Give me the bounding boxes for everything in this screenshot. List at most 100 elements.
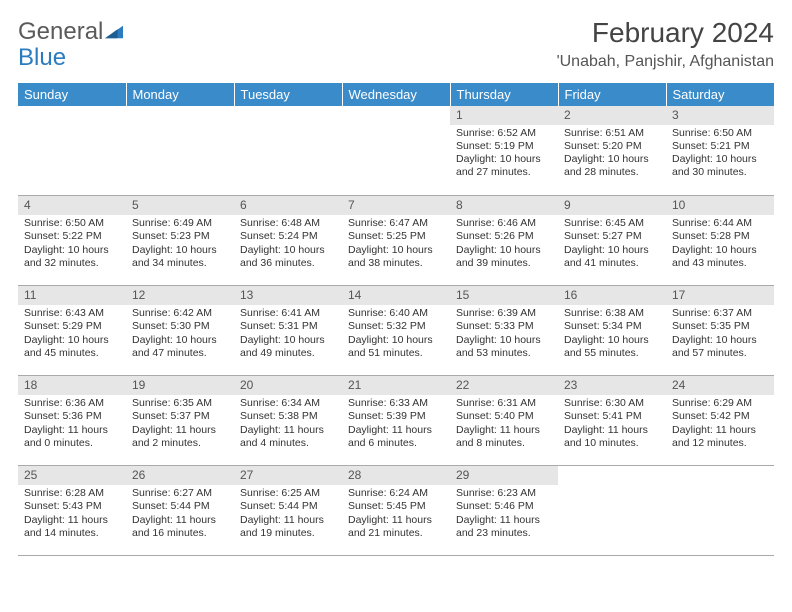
day-cell: 19 Sunrise: 6:35 AMSunset: 5:37 PMDayligh… (126, 376, 234, 466)
daylight-text: Daylight: 10 hours and 55 minutes. (564, 334, 660, 360)
sunset-text: Sunset: 5:27 PM (564, 230, 660, 243)
sunset-text: Sunset: 5:26 PM (456, 230, 552, 243)
sunset-text: Sunset: 5:39 PM (348, 410, 444, 423)
weekday-header: Wednesday (342, 83, 450, 106)
sunset-text: Sunset: 5:25 PM (348, 230, 444, 243)
sunset-text: Sunset: 5:37 PM (132, 410, 228, 423)
daylight-text: Daylight: 10 hours and 41 minutes. (564, 244, 660, 270)
daylight-text: Daylight: 10 hours and 43 minutes. (672, 244, 768, 270)
sunset-text: Sunset: 5:45 PM (348, 500, 444, 513)
sunrise-text: Sunrise: 6:50 AM (672, 127, 768, 140)
sunset-text: Sunset: 5:41 PM (564, 410, 660, 423)
day-number: 24 (666, 376, 774, 395)
daylight-text: Daylight: 11 hours and 4 minutes. (240, 424, 336, 450)
day-details: Sunrise: 6:41 AMSunset: 5:31 PMDaylight:… (238, 307, 338, 360)
daylight-text: Daylight: 11 hours and 6 minutes. (348, 424, 444, 450)
daylight-text: Daylight: 11 hours and 23 minutes. (456, 514, 552, 540)
day-cell: 5Sunrise: 6:49 AMSunset: 5:23 PMDaylight… (126, 196, 234, 286)
week-row: 18Sunrise: 6:36 AMSunset: 5:36 PMDayligh… (18, 376, 774, 466)
day-cell: 23Sunrise: 6:30 AMSunset: 5:41 PMDayligh… (558, 376, 666, 466)
title-block: February 2024 'Unabah, Panjshir, Afghani… (557, 18, 774, 71)
sunrise-text: Sunrise: 6:24 AM (348, 487, 444, 500)
sunset-text: Sunset: 5:34 PM (564, 320, 660, 333)
day-cell: 18Sunrise: 6:36 AMSunset: 5:36 PMDayligh… (18, 376, 126, 466)
sunset-text: Sunset: 5:43 PM (24, 500, 120, 513)
daylight-text: Daylight: 11 hours and 19 minutes. (240, 514, 336, 540)
day-number: 23 (558, 376, 666, 395)
day-details: Sunrise: 6:35 AMSunset: 5:37 PMDaylight:… (130, 397, 230, 450)
day-cell: 21Sunrise: 6:33 AMSunset: 5:39 PMDayligh… (342, 376, 450, 466)
sunrise-text: Sunrise: 6:46 AM (456, 217, 552, 230)
day-cell: 4Sunrise: 6:50 AMSunset: 5:22 PMDaylight… (18, 196, 126, 286)
day-cell: 11 Sunrise: 6:43 AMSunset: 5:29 PMDayligh… (18, 286, 126, 376)
daylight-text: Daylight: 10 hours and 49 minutes. (240, 334, 336, 360)
daylight-text: Daylight: 11 hours and 14 minutes. (24, 514, 120, 540)
day-details: Sunrise: 6:45 AMSunset: 5:27 PMDaylight:… (562, 217, 662, 270)
sunrise-text: Sunrise: 6:44 AM (672, 217, 768, 230)
day-details: Sunrise: 6:52 AMSunset: 5:19 PMDaylight:… (454, 127, 554, 180)
daylight-text: Daylight: 11 hours and 10 minutes. (564, 424, 660, 450)
daylight-text: Daylight: 10 hours and 30 minutes. (672, 153, 768, 179)
sunset-text: Sunset: 5:46 PM (456, 500, 552, 513)
day-details: Sunrise: 6:34 AMSunset: 5:38 PMDaylight:… (238, 397, 338, 450)
sunrise-text: Sunrise: 6:47 AM (348, 217, 444, 230)
day-cell: . (342, 106, 450, 196)
day-cell: 27Sunrise: 6:25 AMSunset: 5:44 PMDayligh… (234, 466, 342, 556)
sunset-text: Sunset: 5:44 PM (132, 500, 228, 513)
sunrise-text: Sunrise: 6:28 AM (24, 487, 120, 500)
logo: General (18, 18, 123, 46)
day-details: Sunrise: 6:24 AMSunset: 5:45 PMDaylight:… (346, 487, 446, 540)
sunset-text: Sunset: 5:32 PM (348, 320, 444, 333)
sunrise-text: Sunrise: 6:29 AM (672, 397, 768, 410)
day-cell: . (666, 466, 774, 556)
day-cell: 20Sunrise: 6:34 AMSunset: 5:38 PMDayligh… (234, 376, 342, 466)
calendar-table: Sunday Monday Tuesday Wednesday Thursday… (18, 83, 774, 557)
week-row: 25Sunrise: 6:28 AMSunset: 5:43 PMDayligh… (18, 466, 774, 556)
day-details: Sunrise: 6:46 AMSunset: 5:26 PMDaylight:… (454, 217, 554, 270)
sunrise-text: Sunrise: 6:27 AM (132, 487, 228, 500)
day-details: Sunrise: 6:43 AMSunset: 5:29 PMDaylight:… (22, 307, 122, 360)
daylight-text: Daylight: 11 hours and 16 minutes. (132, 514, 228, 540)
weekday-header: Monday (126, 83, 234, 106)
day-number: 1 (450, 106, 558, 125)
daylight-text: Daylight: 10 hours and 32 minutes. (24, 244, 120, 270)
sunset-text: Sunset: 5:21 PM (672, 140, 768, 153)
day-cell: . (18, 106, 126, 196)
day-number: 4 (18, 196, 126, 215)
sunset-text: Sunset: 5:20 PM (564, 140, 660, 153)
sunrise-text: Sunrise: 6:40 AM (348, 307, 444, 320)
day-details: Sunrise: 6:51 AMSunset: 5:20 PMDaylight:… (562, 127, 662, 180)
day-number: 14 (342, 286, 450, 305)
day-number: 13 (234, 286, 342, 305)
sunset-text: Sunset: 5:28 PM (672, 230, 768, 243)
day-number: 16 (558, 286, 666, 305)
sunrise-text: Sunrise: 6:48 AM (240, 217, 336, 230)
weekday-header-row: Sunday Monday Tuesday Wednesday Thursday… (18, 83, 774, 106)
daylight-text: Daylight: 10 hours and 28 minutes. (564, 153, 660, 179)
day-number: 15 (450, 286, 558, 305)
day-details: Sunrise: 6:44 AMSunset: 5:28 PMDaylight:… (670, 217, 770, 270)
day-number: 19 (126, 376, 234, 395)
daylight-text: Daylight: 11 hours and 8 minutes. (456, 424, 552, 450)
sunset-text: Sunset: 5:40 PM (456, 410, 552, 423)
sunrise-text: Sunrise: 6:36 AM (24, 397, 120, 410)
day-cell: . (234, 106, 342, 196)
day-number: 17 (666, 286, 774, 305)
sunrise-text: Sunrise: 6:34 AM (240, 397, 336, 410)
sunset-text: Sunset: 5:36 PM (24, 410, 120, 423)
sunrise-text: Sunrise: 6:31 AM (456, 397, 552, 410)
day-number: 3 (666, 106, 774, 125)
day-number: 22 (450, 376, 558, 395)
day-cell: 15Sunrise: 6:39 AMSunset: 5:33 PMDayligh… (450, 286, 558, 376)
day-number: 11 (18, 286, 126, 305)
sunset-text: Sunset: 5:33 PM (456, 320, 552, 333)
sunrise-text: Sunrise: 6:43 AM (24, 307, 120, 320)
daylight-text: Daylight: 10 hours and 51 minutes. (348, 334, 444, 360)
day-details: Sunrise: 6:50 AMSunset: 5:21 PMDaylight:… (670, 127, 770, 180)
daylight-text: Daylight: 10 hours and 53 minutes. (456, 334, 552, 360)
day-number: 29 (450, 466, 558, 485)
weekday-header: Saturday (666, 83, 774, 106)
sunrise-text: Sunrise: 6:35 AM (132, 397, 228, 410)
day-details: Sunrise: 6:27 AMSunset: 5:44 PMDaylight:… (130, 487, 230, 540)
sunset-text: Sunset: 5:38 PM (240, 410, 336, 423)
